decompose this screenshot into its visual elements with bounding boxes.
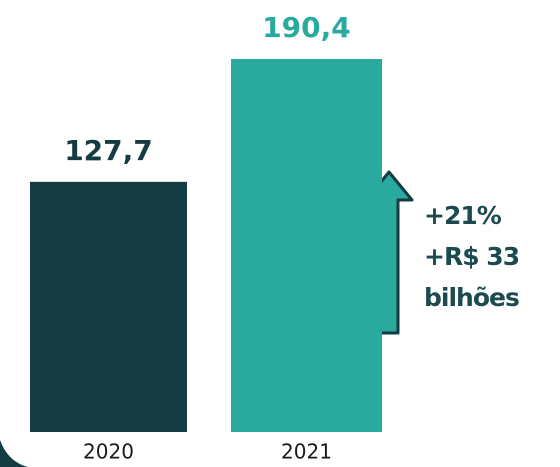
annotation: bilhões (424, 283, 519, 312)
value-label: 190,4 (262, 11, 351, 44)
bar (231, 59, 382, 432)
x-tick-label: 2020 (83, 440, 134, 464)
x-tick-label: 2021 (281, 440, 332, 464)
bar (30, 181, 187, 432)
value-label: 127,7 (64, 134, 153, 167)
corner-shape (0, 440, 28, 467)
annotation: +21% (424, 201, 502, 230)
annotation: +R$ 33 (424, 242, 519, 271)
